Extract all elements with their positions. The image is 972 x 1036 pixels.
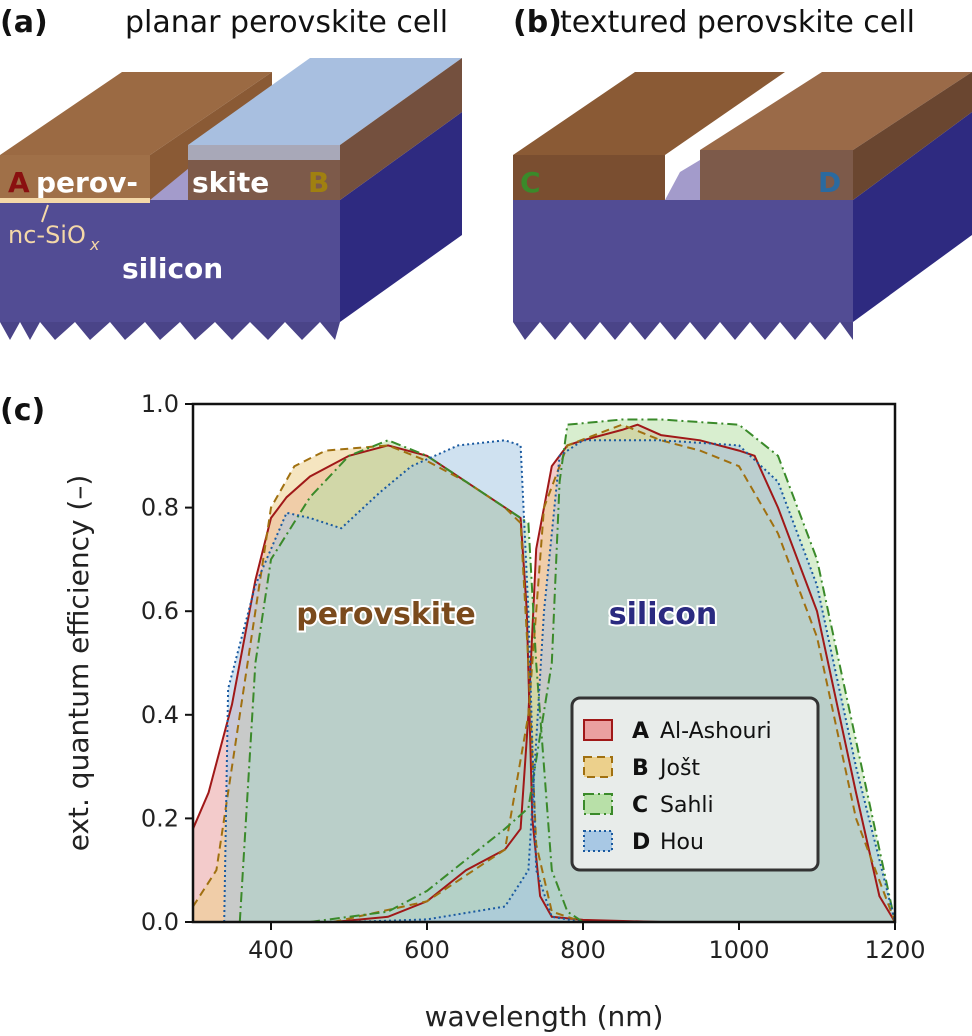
x-tick-label: 400 <box>248 936 294 964</box>
silicon-label: silicon <box>122 252 223 285</box>
silicon-bottom-texture <box>0 322 340 340</box>
line-B-silicon <box>333 423 896 923</box>
nc-siox-layer <box>0 198 150 203</box>
line-B-perovskite <box>192 444 584 923</box>
silicon-front-face-b <box>513 200 853 322</box>
marker-d: D <box>818 166 841 199</box>
x-tick-label: 600 <box>404 936 450 964</box>
x-tick-label: 1000 <box>708 936 769 964</box>
silicon-top-gap-b <box>665 160 700 200</box>
perovskite-annotation: perovskite <box>296 597 476 632</box>
legend-box <box>570 696 820 872</box>
legend-swatch-A <box>583 719 613 741</box>
legend: A Al-Ashouri B Jošt C Sahli D Hou <box>570 696 820 872</box>
legend-id-A: A <box>632 719 649 744</box>
marker-a: A <box>8 166 30 199</box>
perovskite-c-front <box>513 155 665 200</box>
siox-label: nc-SiO <box>8 221 86 249</box>
y-tick-label: 0.6 <box>141 597 179 625</box>
legend-swatch-B <box>583 756 613 778</box>
perovskite-label-right: skite <box>192 166 269 199</box>
silicon-side-face-b <box>853 112 972 322</box>
perovskite-d-top <box>700 72 972 150</box>
silicon-annotation: silicon <box>609 597 717 632</box>
textured-top-b <box>188 58 462 145</box>
panel-a: (a) planar perovskite cell A perov- skit… <box>0 5 462 340</box>
perovskite-d-front <box>700 150 853 200</box>
perovskite-b-cap <box>188 145 340 160</box>
y-axis-label: ext. quantum efficiency (–) <box>62 475 95 852</box>
y-tick-label: 0.0 <box>141 908 179 936</box>
area-D-perovskite <box>224 440 583 922</box>
perovskite-b-front <box>188 160 340 200</box>
siox-pointer <box>41 204 49 223</box>
y-tick-label: 0.4 <box>141 701 179 729</box>
marker-c: C <box>520 166 541 199</box>
perovskite-b-side <box>340 58 462 200</box>
panel-c: (c) 400 600 800 1000 1200 0.0 0.2 0.4 0.6 0.8 1.0… <box>0 390 926 1033</box>
panel-a-title: planar perovskite cell <box>125 5 448 40</box>
siox-subscript: x <box>89 235 100 254</box>
legend-id-B: B <box>632 756 649 781</box>
line-D-perovskite <box>223 439 584 923</box>
x-axis: 400 600 800 1000 1200 <box>248 922 926 964</box>
marker-b: B <box>308 166 329 199</box>
perovskite-d-side <box>853 72 972 200</box>
legend-name-A: Al-Ashouri <box>660 719 772 744</box>
y-axis: 0.0 0.2 0.4 0.6 0.8 1.0 <box>141 390 193 936</box>
line-C-perovskite <box>238 439 584 923</box>
line-C-silicon <box>309 418 896 923</box>
legend-id-C: C <box>632 793 648 818</box>
x-tick-label: 800 <box>560 936 606 964</box>
legend-swatch-C <box>583 793 613 815</box>
x-tick-label: 1200 <box>864 936 925 964</box>
legend-name-C: Sahli <box>660 793 714 818</box>
perovskite-a-front <box>0 155 150 200</box>
legend-name-B: Jošt <box>658 756 700 781</box>
y-tick-label: 0.2 <box>141 804 179 832</box>
silicon-side-face <box>340 112 462 322</box>
perovskite-label-left: perov- <box>36 166 138 199</box>
x-axis-label: wavelength (nm) <box>425 1000 664 1033</box>
panel-b-title: textured perovskite cell <box>560 5 915 40</box>
silicon-bottom-texture-b <box>513 322 853 340</box>
perovskite-c-top <box>513 72 785 155</box>
legend-name-D: Hou <box>660 830 704 855</box>
panel-a-label: (a) <box>0 5 48 40</box>
y-tick-label: 0.8 <box>141 494 179 522</box>
perovskite-a-top <box>0 72 272 155</box>
plot-frame <box>191 402 897 924</box>
legend-swatch-D <box>583 830 613 852</box>
line-A-silicon <box>333 423 896 923</box>
panel-c-label: (c) <box>0 393 45 428</box>
line-A-perovskite <box>192 444 662 923</box>
y-tick-label: 1.0 <box>141 390 179 418</box>
panel-b: (b) textured perovskite cell C D <box>513 5 972 340</box>
panel-b-label: (b) <box>513 5 562 40</box>
silicon-front-face <box>0 200 340 322</box>
legend-id-D: D <box>632 830 650 855</box>
